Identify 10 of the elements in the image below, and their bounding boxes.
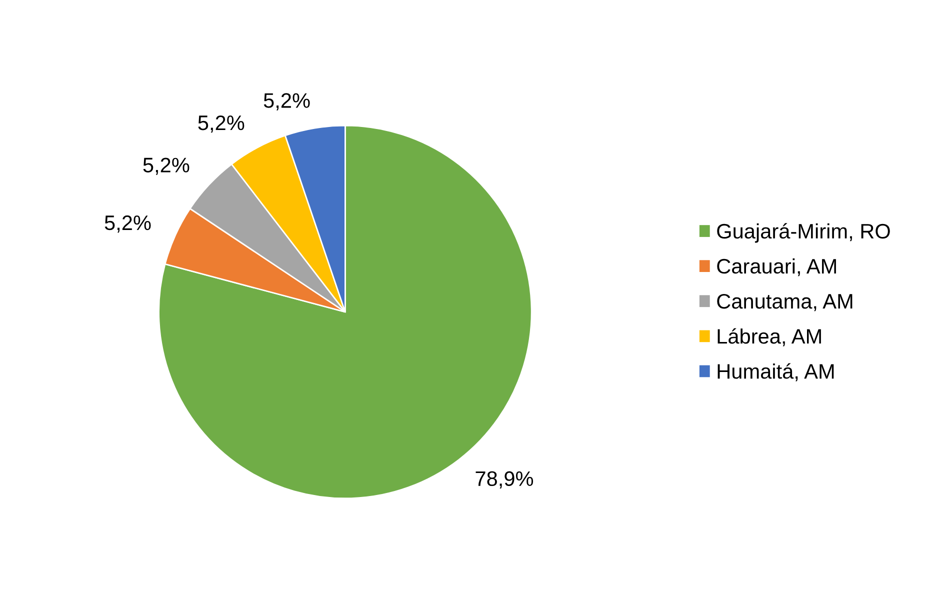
legend-label: Carauari, AM [717, 258, 836, 276]
data-label: 5,2% [264, 93, 310, 110]
legend-label: Humaitá, AM [718, 363, 834, 382]
data-label: 5,2% [104, 215, 151, 233]
data-label: 5,2% [198, 115, 244, 133]
legend-label: Lábrea, AM [718, 328, 821, 346]
data-label: 78,9% [476, 471, 534, 488]
legend-label: Canutama, AM [717, 294, 852, 312]
data-label: 5,2% [143, 158, 190, 175]
legend-label: Guajará-Mirim, RO [717, 223, 890, 243]
